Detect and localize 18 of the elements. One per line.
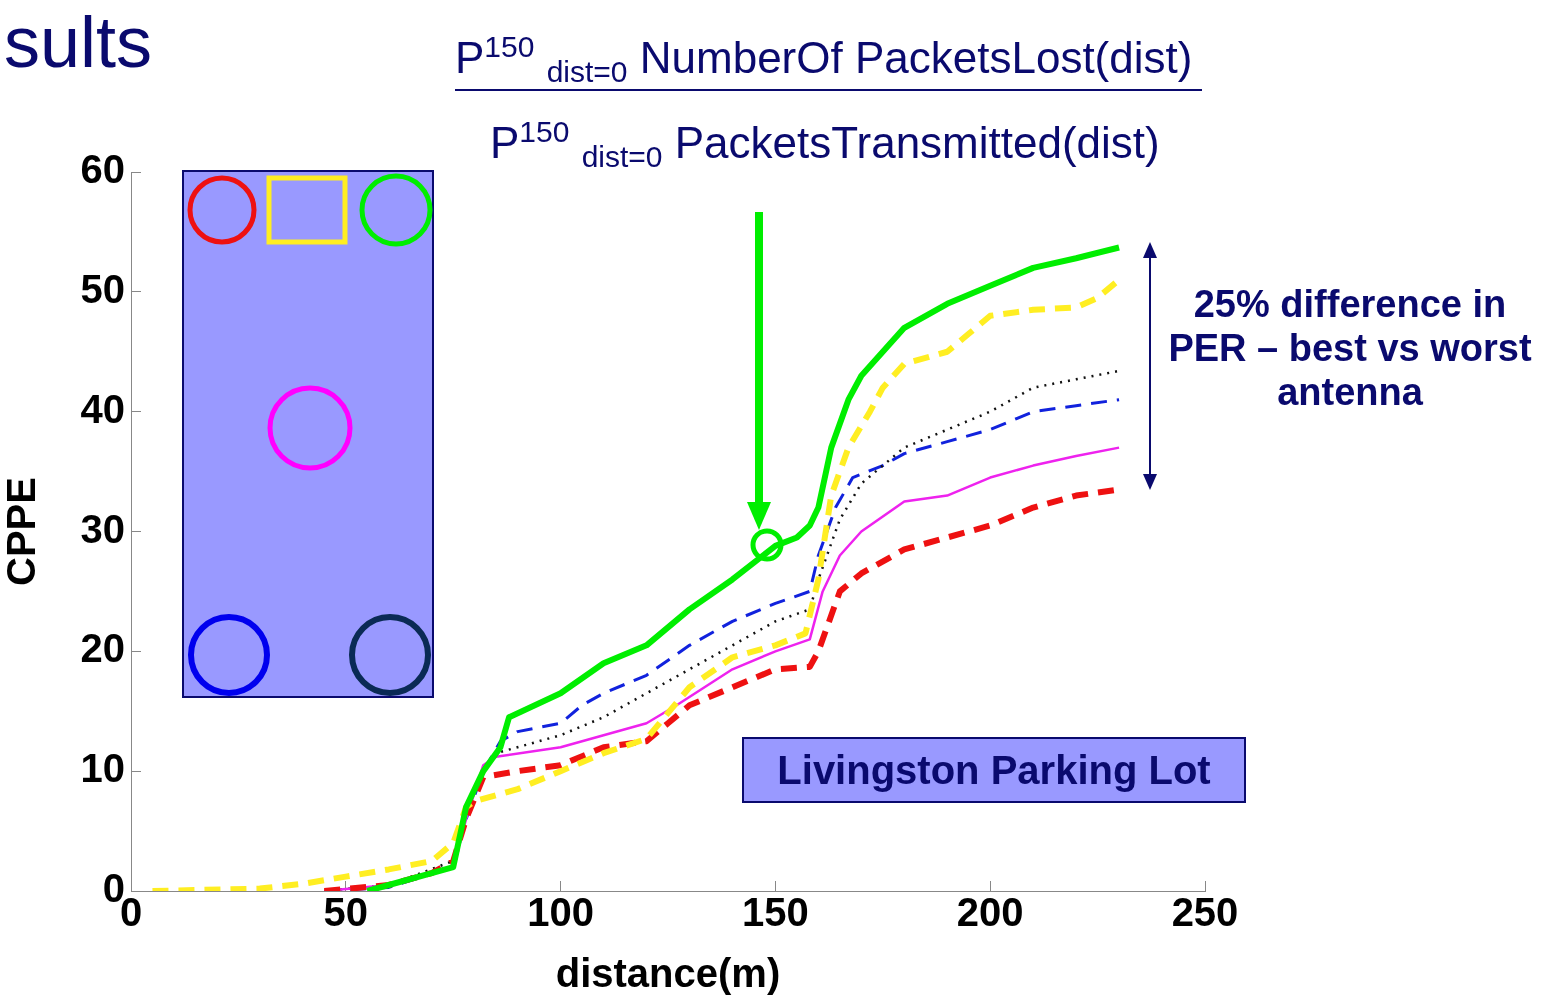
annotation: 25% difference in PER – best vs worst antenna	[1167, 282, 1533, 414]
y-tick-label: 40	[80, 386, 125, 431]
x-tick-label: 50	[323, 890, 369, 935]
y-tick-label: 50	[80, 266, 125, 311]
x-tick-label: 150	[742, 890, 809, 935]
annotation: P$^{150}$ $_{dist=0}$ PacketsTransmitted(dist)	[490, 115, 1160, 175]
x-tick-label: 200	[956, 890, 1024, 935]
y-tick-label: 10	[80, 746, 125, 791]
y-axis-title: CPPE	[0, 477, 44, 586]
x-axis-title: distance(m)	[555, 951, 781, 996]
x-tick-label: 100	[527, 890, 594, 935]
y-tick-label: 20	[80, 626, 125, 671]
y-tick-label: 30	[80, 506, 125, 551]
chart-title: sults	[4, 2, 153, 82]
text: P$^{150}$ $_{dist=0}$ NumberOf PacketsLost(dist)	[455, 30, 1203, 92]
x-tick-label: 250	[1171, 890, 1239, 935]
annotation: Livingston Parking Lot	[742, 737, 1246, 803]
y-tick-label: 60	[80, 147, 125, 192]
